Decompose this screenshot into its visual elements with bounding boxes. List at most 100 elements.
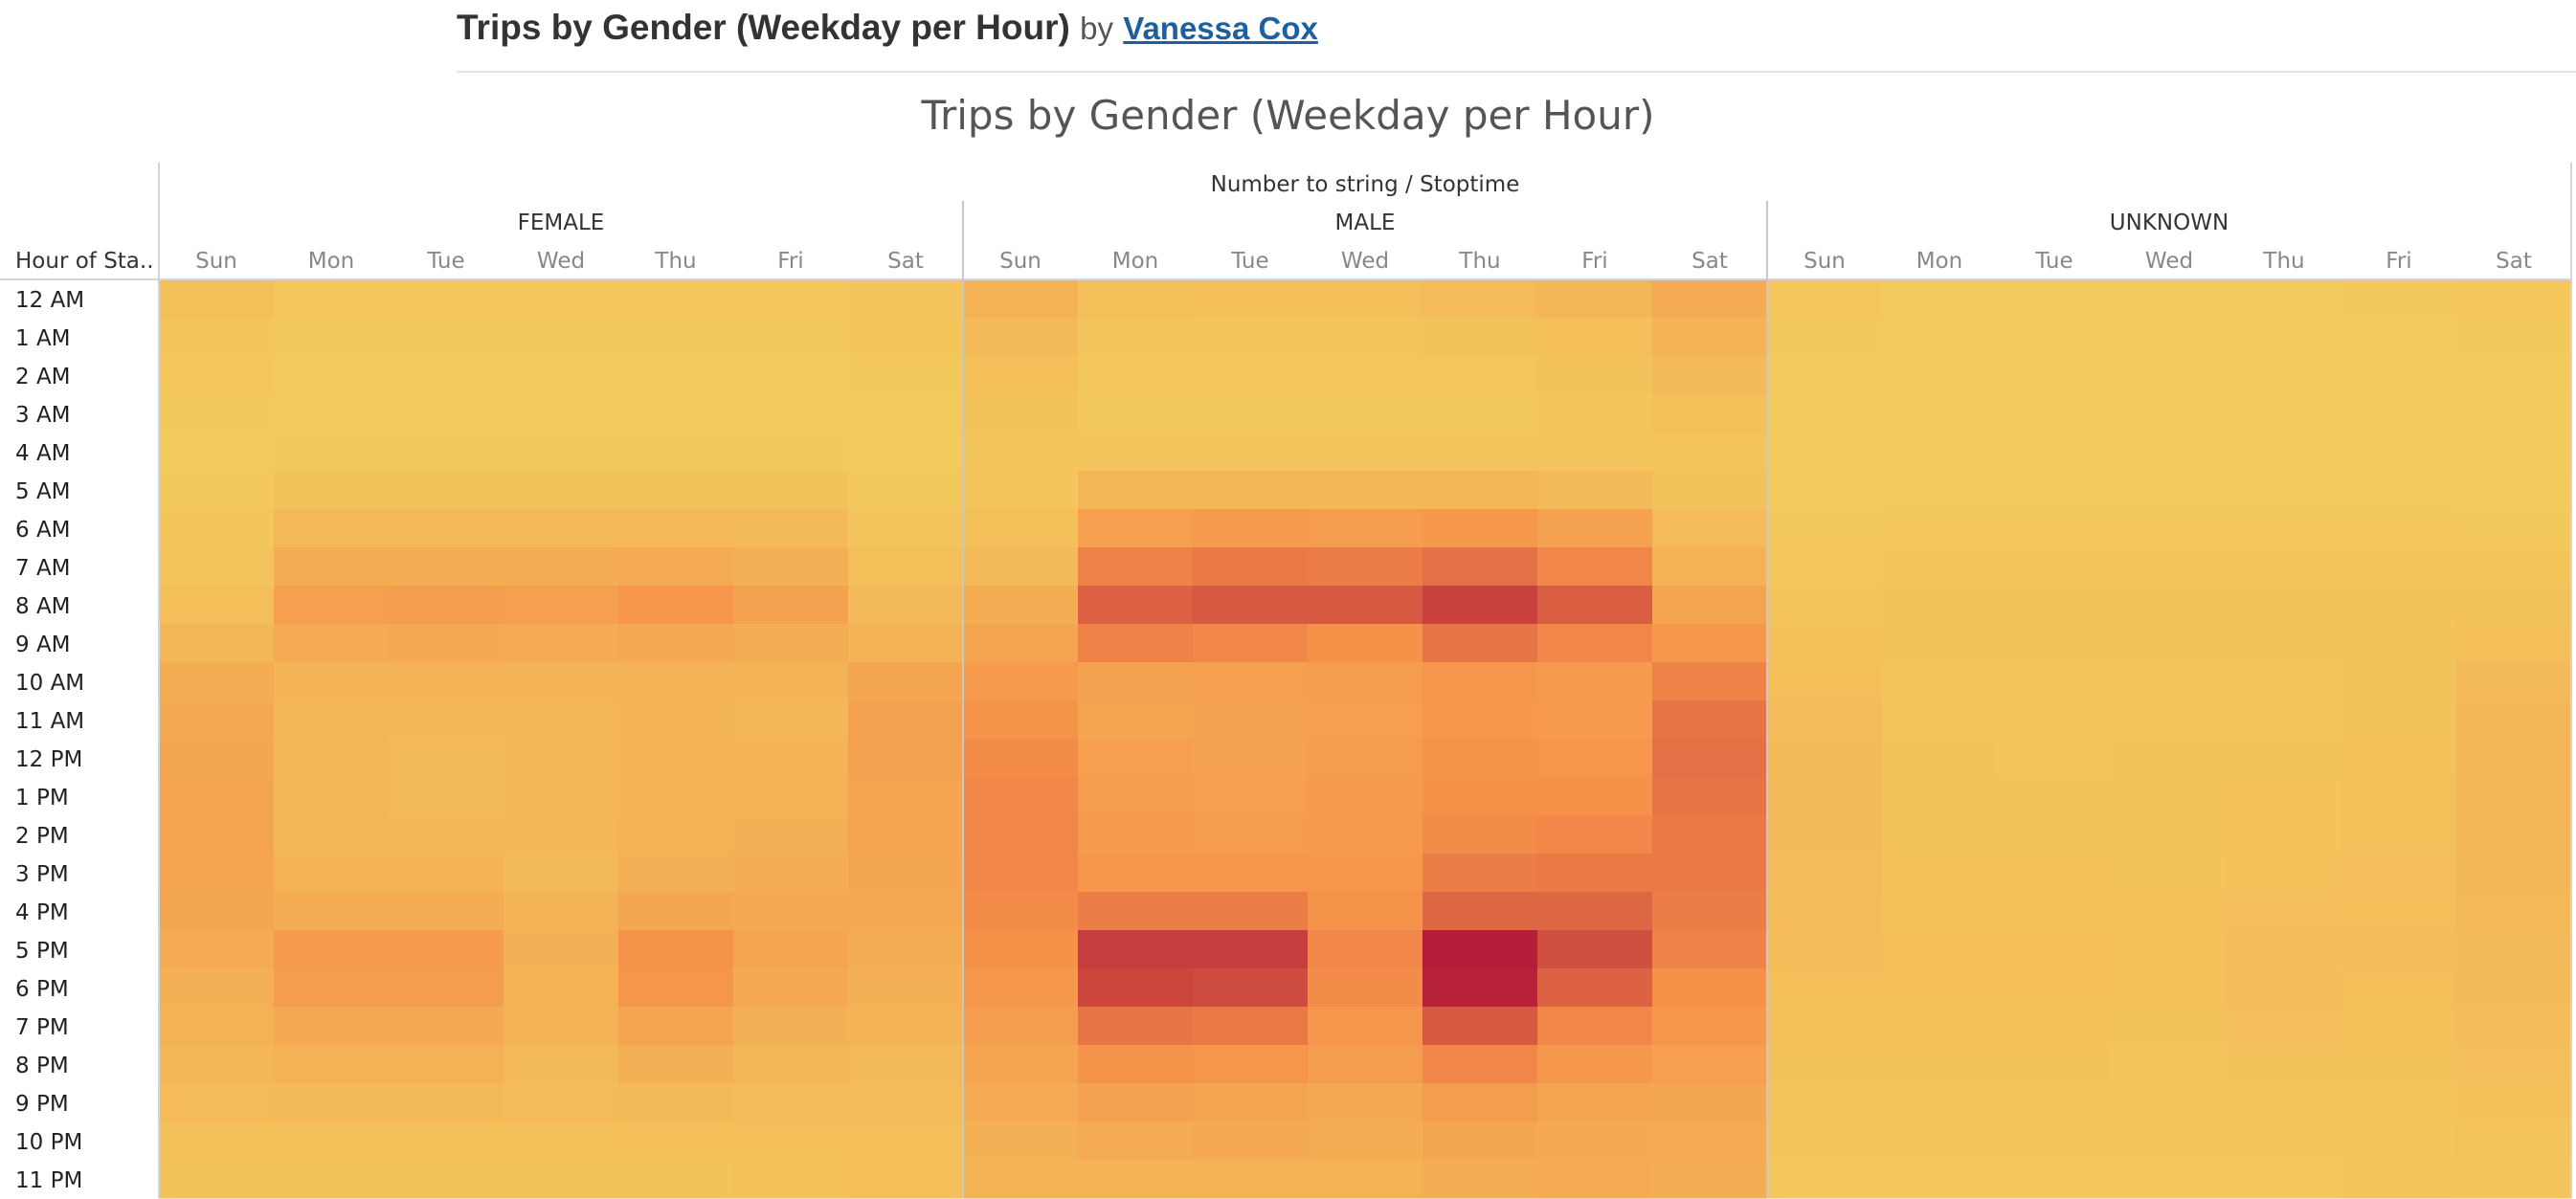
- heatmap-cell[interactable]: [618, 586, 734, 625]
- heatmap-cell[interactable]: [733, 318, 849, 357]
- heatmap-cell[interactable]: [1997, 318, 2113, 357]
- heatmap-cell[interactable]: [504, 662, 619, 701]
- heatmap-cell[interactable]: [274, 739, 390, 778]
- heatmap-cell[interactable]: [848, 394, 964, 433]
- heatmap-cell[interactable]: [2227, 586, 2342, 625]
- heatmap-cell[interactable]: [1997, 471, 2113, 510]
- heatmap-cell[interactable]: [1078, 930, 1194, 969]
- heatmap-cell[interactable]: [1308, 930, 1423, 969]
- heatmap-cell[interactable]: [389, 433, 504, 472]
- heatmap-cell[interactable]: [274, 930, 390, 969]
- heatmap-cell[interactable]: [1767, 279, 1883, 319]
- heatmap-cell[interactable]: [1882, 356, 1998, 395]
- heatmap-cell[interactable]: [618, 547, 734, 587]
- heatmap-cell[interactable]: [618, 662, 734, 701]
- heatmap-cell[interactable]: [1422, 433, 1538, 472]
- heatmap-cell[interactable]: [1078, 854, 1194, 893]
- heatmap-cell[interactable]: [2112, 1121, 2228, 1161]
- heatmap-cell[interactable]: [848, 356, 964, 395]
- heatmap-cell[interactable]: [2112, 433, 2228, 472]
- heatmap-cell[interactable]: [2456, 700, 2572, 740]
- heatmap-cell[interactable]: [848, 662, 964, 701]
- heatmap-cell[interactable]: [1997, 662, 2113, 701]
- heatmap-cell[interactable]: [1997, 1007, 2113, 1046]
- heatmap-cell[interactable]: [1078, 586, 1194, 625]
- heatmap-cell[interactable]: [1422, 1160, 1538, 1199]
- heatmap-cell[interactable]: [2227, 1083, 2342, 1122]
- heatmap-cell[interactable]: [848, 586, 964, 625]
- heatmap-cell[interactable]: [1997, 1045, 2113, 1084]
- heatmap-cell[interactable]: [1652, 394, 1768, 433]
- heatmap-cell[interactable]: [848, 700, 964, 740]
- heatmap-cell[interactable]: [1882, 815, 1998, 855]
- heatmap-cell[interactable]: [963, 1083, 1079, 1122]
- heatmap-cell[interactable]: [274, 892, 390, 931]
- heatmap-cell[interactable]: [2227, 1160, 2342, 1199]
- heatmap-cell[interactable]: [159, 777, 275, 816]
- heatmap-cell[interactable]: [2112, 279, 2228, 319]
- heatmap-cell[interactable]: [1767, 1007, 1883, 1046]
- heatmap-cell[interactable]: [733, 509, 849, 548]
- heatmap-cell[interactable]: [1767, 1160, 1883, 1199]
- heatmap-cell[interactable]: [733, 777, 849, 816]
- heatmap-cell[interactable]: [1308, 892, 1423, 931]
- heatmap-cell[interactable]: [2341, 1083, 2457, 1122]
- heatmap-cell[interactable]: [733, 930, 849, 969]
- heatmap-cell[interactable]: [1767, 433, 1883, 472]
- heatmap-cell[interactable]: [2227, 547, 2342, 587]
- heatmap-cell[interactable]: [1078, 624, 1194, 663]
- heatmap-cell[interactable]: [1652, 318, 1768, 357]
- heatmap-cell[interactable]: [1422, 1045, 1538, 1084]
- heatmap-cell[interactable]: [1767, 509, 1883, 548]
- heatmap-cell[interactable]: [1537, 854, 1653, 893]
- heatmap-cell[interactable]: [1308, 700, 1423, 740]
- author-link[interactable]: Vanessa Cox: [1123, 11, 1318, 46]
- heatmap-cell[interactable]: [733, 279, 849, 319]
- heatmap-cell[interactable]: [618, 433, 734, 472]
- heatmap-cell[interactable]: [504, 1007, 619, 1046]
- heatmap-cell[interactable]: [2456, 1007, 2572, 1046]
- heatmap-cell[interactable]: [963, 892, 1079, 931]
- heatmap-cell[interactable]: [1997, 700, 2113, 740]
- heatmap-cell[interactable]: [1767, 547, 1883, 587]
- heatmap-cell[interactable]: [504, 739, 619, 778]
- heatmap-cell[interactable]: [1422, 547, 1538, 587]
- heatmap-cell[interactable]: [848, 739, 964, 778]
- heatmap-cell[interactable]: [1882, 892, 1998, 931]
- heatmap-cell[interactable]: [1652, 1007, 1768, 1046]
- heatmap-cell[interactable]: [848, 433, 964, 472]
- heatmap-cell[interactable]: [2456, 892, 2572, 931]
- heatmap-cell[interactable]: [1308, 739, 1423, 778]
- heatmap-cell[interactable]: [1193, 854, 1309, 893]
- heatmap-cell[interactable]: [2227, 1045, 2342, 1084]
- heatmap-cell[interactable]: [1652, 662, 1768, 701]
- heatmap-cell[interactable]: [1652, 854, 1768, 893]
- heatmap-cell[interactable]: [1193, 1007, 1309, 1046]
- heatmap-cell[interactable]: [2227, 471, 2342, 510]
- heatmap-cell[interactable]: [618, 777, 734, 816]
- heatmap-cell[interactable]: [2341, 662, 2457, 701]
- heatmap-cell[interactable]: [848, 547, 964, 587]
- heatmap-cell[interactable]: [274, 700, 390, 740]
- heatmap-cell[interactable]: [2112, 624, 2228, 663]
- heatmap-cell[interactable]: [2456, 930, 2572, 969]
- heatmap-cell[interactable]: [963, 624, 1079, 663]
- heatmap-cell[interactable]: [1997, 509, 2113, 548]
- heatmap-cell[interactable]: [2341, 1160, 2457, 1199]
- heatmap-cell[interactable]: [1882, 509, 1998, 548]
- heatmap-cell[interactable]: [1767, 1045, 1883, 1084]
- heatmap-cell[interactable]: [1997, 1160, 2113, 1199]
- heatmap-cell[interactable]: [1308, 854, 1423, 893]
- heatmap-cell[interactable]: [2112, 1007, 2228, 1046]
- heatmap-cell[interactable]: [2341, 1045, 2457, 1084]
- heatmap-cell[interactable]: [1537, 471, 1653, 510]
- heatmap-cell[interactable]: [1882, 547, 1998, 587]
- heatmap-cell[interactable]: [733, 1121, 849, 1161]
- heatmap-cell[interactable]: [618, 1007, 734, 1046]
- heatmap-cell[interactable]: [963, 471, 1079, 510]
- heatmap-cell[interactable]: [1422, 854, 1538, 893]
- heatmap-cell[interactable]: [848, 471, 964, 510]
- heatmap-cell[interactable]: [2227, 279, 2342, 319]
- heatmap-cell[interactable]: [1308, 318, 1423, 357]
- heatmap-cell[interactable]: [389, 509, 504, 548]
